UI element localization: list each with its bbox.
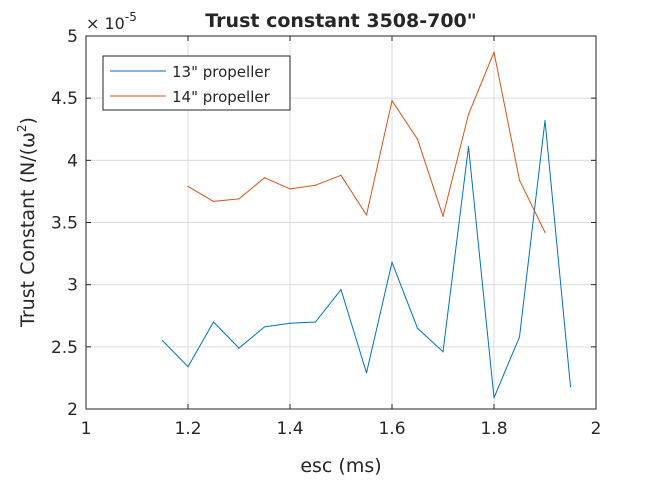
legend-box [102,55,291,111]
data-point-series-0 [212,321,215,323]
y-tick-label: 2 [67,400,78,420]
data-point-series-1 [289,188,291,190]
data-point-series-1 [442,215,444,217]
data-point-series-1 [493,51,495,53]
x-tick-label: 1.4 [276,419,303,439]
data-point-series-1 [518,179,521,181]
data-point-series-1 [467,113,470,115]
data-point-series-0 [442,351,444,353]
y-axis-label: Trust Constant (N/(ω2) [15,117,39,328]
data-point-series-0 [493,397,495,399]
data-point-series-0 [314,321,317,323]
data-point-series-1 [340,174,342,176]
y-exponent-base: × 10 [86,14,125,33]
data-point-series-1 [238,198,240,200]
y-tick-label: 5 [67,27,78,47]
data-point-series-1 [544,231,546,234]
x-tick-label: 1 [81,419,92,439]
x-tick-label: 1.8 [480,419,507,439]
data-point-series-1 [263,177,266,179]
x-tick-label: 1.6 [378,419,405,439]
y-exponent-power: -5 [125,10,137,24]
y-tick-label: 2.5 [51,338,78,358]
y-tick-label: 4 [67,151,78,171]
data-point-series-0 [365,372,368,374]
data-point-series-0 [161,340,164,342]
data-point-series-0 [238,347,240,349]
data-point-series-0 [187,366,189,368]
legend: 13" propeller 14" propeller [102,55,291,111]
y-axis-label-sup: 2 [15,124,29,132]
legend-label-13in: 13" propeller [172,63,271,81]
y-axis-label-close: ) [17,117,39,124]
x-axis-label: esc (ms) [300,455,381,477]
data-point-series-1 [391,100,393,102]
y-tick-label: 3 [67,276,78,296]
data-point-series-0 [340,289,342,291]
ticks: 1 1.2 1.4 1.6 1.8 2 2 2.5 3 3.5 4 4.5 5 [51,27,601,439]
data-point-series-0 [569,386,572,388]
y-tick-label: 3.5 [51,214,78,234]
data-point-series-1 [314,184,317,186]
y-exponent-label: × 10-5 [86,10,137,33]
x-tick-label: 2 [591,419,602,439]
data-point-series-0 [467,146,470,148]
y-axis-label-base: Trust Constant (N/(ω [17,132,39,328]
data-point-series-1 [365,214,368,216]
data-point-series-1 [212,200,215,202]
data-point-series-0 [289,322,291,324]
data-point-series-0 [416,327,419,329]
legend-label-14in: 14" propeller [172,88,271,106]
data-point-series-0 [263,326,266,328]
x-tick-label: 1.2 [174,419,201,439]
chart-title: Trust constant 3508-700" [205,10,476,32]
data-point-series-0 [391,261,393,263]
data-point-series-1 [187,185,189,188]
data-point-series-0 [518,336,521,338]
y-tick-label: 4.5 [51,89,78,109]
data-point-series-0 [544,119,546,122]
series-group [161,51,572,399]
data-point-series-1 [416,138,419,140]
